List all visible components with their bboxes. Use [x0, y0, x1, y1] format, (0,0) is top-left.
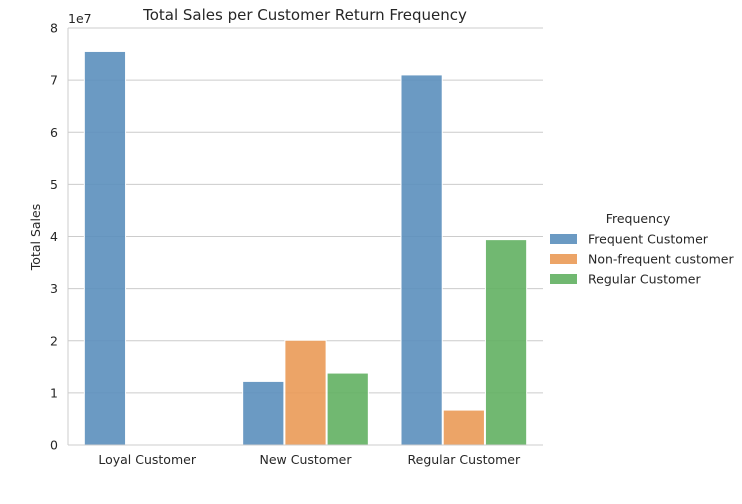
axis-layer: 0 1 2 3 4 5 6 7 8 Loyal Customer New Customer Regul…: [50, 21, 543, 467]
legend-label: Regular Customer: [588, 272, 701, 287]
bar: [400, 74, 443, 446]
y-axis-label: Total Sales: [28, 204, 43, 271]
legend: Frequency Frequent Customer Non-frequent …: [550, 211, 734, 287]
y-tick-label: 4: [50, 229, 58, 244]
bar: [242, 380, 285, 446]
y-tick-label: 6: [50, 125, 58, 140]
legend-swatch: [550, 234, 577, 244]
bar: [284, 339, 327, 446]
legend-swatch: [550, 254, 577, 264]
y-tick-label: 1: [50, 385, 58, 400]
x-tick-label: Regular Customer: [408, 452, 521, 467]
chart-title: Total Sales per Customer Return Frequenc…: [142, 6, 467, 24]
bar: [83, 50, 127, 446]
y-tick-label: 7: [50, 73, 58, 88]
legend-label: Frequent Customer: [588, 232, 709, 247]
y-tick-label: 2: [50, 333, 58, 348]
x-tick-label: New Customer: [260, 452, 353, 467]
y-tick-label: 3: [50, 281, 58, 296]
y-axis-offset-label: 1e7: [68, 11, 92, 26]
y-tick-label: 0: [50, 438, 58, 453]
bar-layer: [83, 50, 528, 446]
bar: [442, 409, 485, 446]
bar: [326, 372, 369, 446]
y-tick-label: 5: [50, 177, 58, 192]
legend-items: Frequent Customer Non-frequent customer Re…: [550, 232, 734, 287]
legend-label: Non-frequent customer: [588, 252, 734, 267]
bar: [484, 239, 528, 446]
legend-title: Frequency: [606, 211, 671, 226]
x-tick-label: Loyal Customer: [98, 452, 196, 467]
y-tick-label: 8: [50, 21, 58, 36]
grid-layer: [68, 27, 543, 446]
legend-swatch: [550, 274, 577, 284]
